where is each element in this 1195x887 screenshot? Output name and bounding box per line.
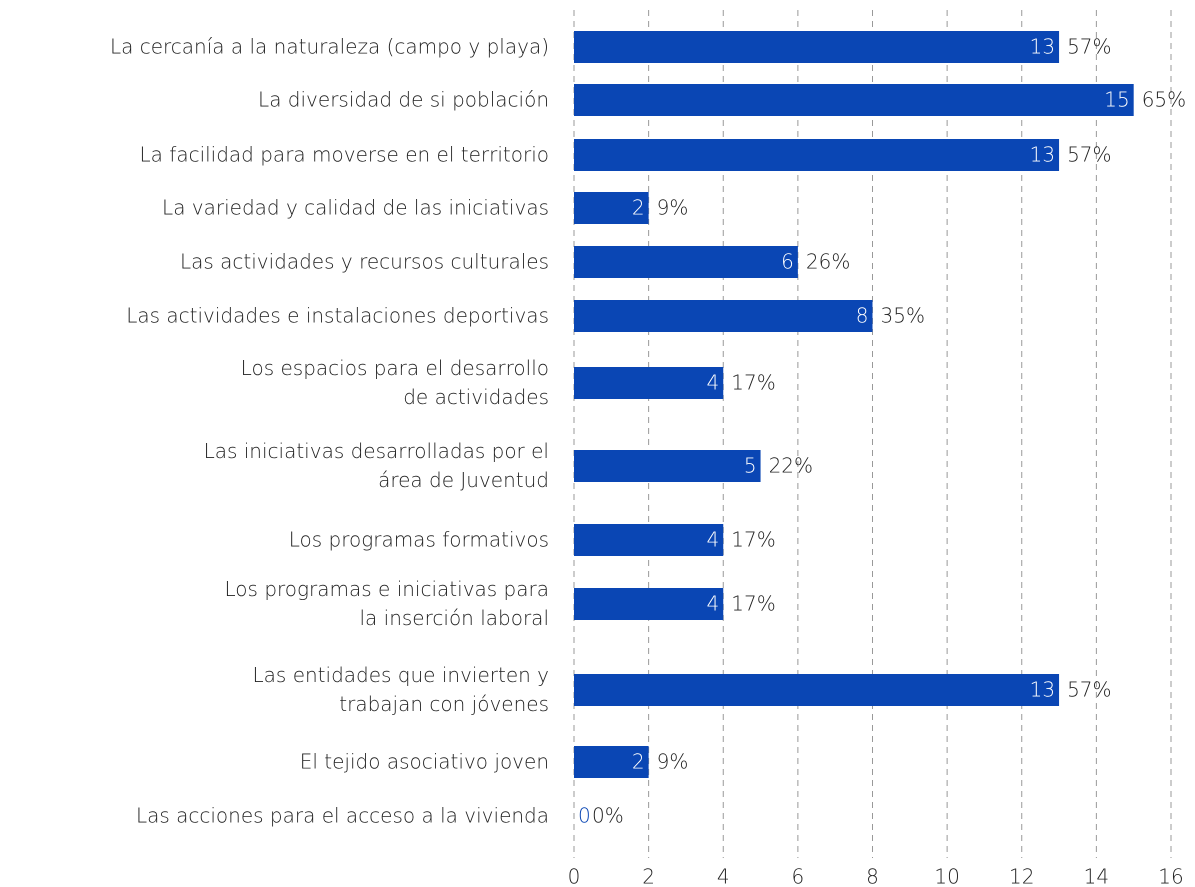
x-tick-label: 0	[568, 865, 581, 887]
bar	[574, 588, 724, 620]
percent-label: 57%	[1067, 678, 1111, 702]
category-label: La diversidad de si población	[258, 87, 549, 112]
bar	[574, 246, 798, 278]
percent-label: 9%	[657, 196, 689, 220]
category-label: El tejido asociativo joven	[299, 749, 549, 774]
category-label: Los programas e iniciativas para la inse…	[224, 577, 549, 630]
category-label: Las actividades e instalaciones deportiv…	[126, 303, 549, 328]
percent-label: 35%	[881, 304, 925, 328]
percent-label: 57%	[1067, 35, 1111, 59]
bar	[574, 746, 649, 778]
x-tick-label: 6	[792, 865, 805, 887]
value-label: 6	[781, 250, 794, 274]
bar	[574, 524, 724, 556]
category-label: Los espacios para el desarrollo de activ…	[240, 356, 549, 409]
bar	[574, 367, 724, 399]
value-label: 4	[707, 592, 720, 616]
bar	[574, 300, 873, 332]
bar	[574, 192, 649, 224]
x-tick-label: 14	[1084, 865, 1109, 887]
percent-label: 9%	[657, 750, 689, 774]
category-label: Los programas formativos	[288, 527, 549, 552]
value-label: 15	[1104, 88, 1129, 112]
x-tick-label: 12	[1009, 865, 1034, 887]
x-tick-label: 10	[934, 865, 959, 887]
bar	[574, 139, 1060, 171]
category-label: Las entidades que invierten y trabajan c…	[252, 663, 549, 716]
value-label: 13	[1030, 35, 1055, 59]
category-label: Las actividades y recursos culturales	[179, 249, 549, 274]
value-label: 4	[707, 371, 720, 395]
bar	[574, 674, 1060, 706]
value-label: 13	[1030, 143, 1055, 167]
percent-label: 65%	[1142, 88, 1186, 112]
value-label: 2	[632, 196, 645, 220]
bar	[574, 31, 1060, 63]
percent-label: 57%	[1067, 143, 1111, 167]
value-label: 0	[578, 804, 591, 828]
percent-label: 17%	[731, 528, 775, 552]
value-label: 8	[856, 304, 869, 328]
percent-label: 26%	[806, 250, 850, 274]
percent-label: 0%	[592, 804, 624, 828]
percent-label: 17%	[731, 371, 775, 395]
percent-label: 22%	[769, 454, 813, 478]
value-label: 4	[707, 528, 720, 552]
category-label: La variedad y calidad de las iniciativas	[162, 195, 549, 220]
value-label: 5	[744, 454, 757, 478]
category-label: La facilidad para moverse en el territor…	[139, 142, 549, 167]
bar	[574, 84, 1134, 116]
x-tick-label: 2	[642, 865, 655, 887]
category-label: La cercanía a la naturaleza (campo y pla…	[109, 34, 549, 59]
x-tick-label: 8	[866, 865, 879, 887]
category-label: Las iniciativas desarrolladas por el áre…	[203, 439, 549, 492]
percent-label: 17%	[731, 592, 775, 616]
value-label: 2	[632, 750, 645, 774]
value-label: 13	[1030, 678, 1055, 702]
category-label: Las acciones para el acceso a la viviend…	[135, 803, 549, 828]
x-tick-label: 16	[1158, 865, 1183, 887]
x-tick-label: 4	[717, 865, 730, 887]
bar	[574, 450, 761, 482]
